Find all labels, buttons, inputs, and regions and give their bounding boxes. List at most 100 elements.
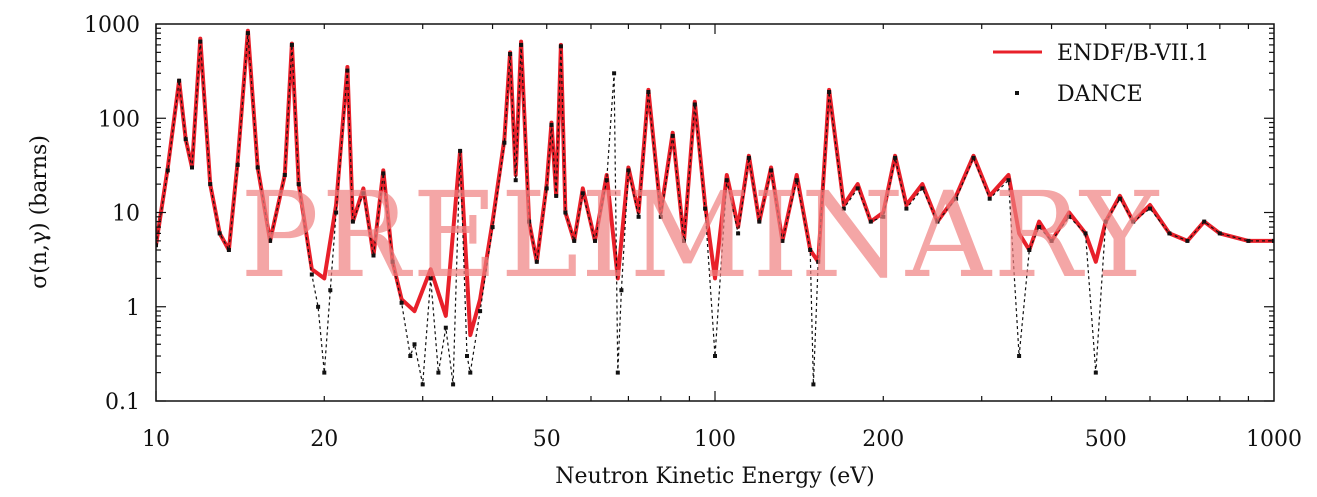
y-tick-label: 1 bbox=[126, 296, 140, 321]
dance-point bbox=[334, 210, 339, 215]
dance-point bbox=[412, 342, 417, 347]
x-tick-label: 10 bbox=[142, 427, 170, 452]
dance-point bbox=[198, 39, 203, 44]
dance-point bbox=[1117, 196, 1122, 201]
dance-point bbox=[811, 382, 816, 387]
dance-point bbox=[235, 162, 240, 167]
dance-point bbox=[390, 259, 395, 264]
dance-point bbox=[935, 219, 940, 224]
dance-point bbox=[736, 231, 741, 236]
dance-point bbox=[296, 182, 301, 187]
dance-point bbox=[780, 238, 785, 243]
dance-point bbox=[165, 168, 170, 173]
dance-point bbox=[920, 186, 925, 191]
dance-point bbox=[177, 78, 182, 83]
dance-point bbox=[478, 309, 483, 314]
dance-point bbox=[309, 272, 314, 277]
dance-point bbox=[615, 370, 620, 375]
dance-point bbox=[465, 354, 469, 358]
dance-point bbox=[534, 259, 539, 264]
dance-point bbox=[350, 219, 355, 224]
dance-point bbox=[1103, 219, 1108, 224]
dance-point bbox=[544, 186, 549, 191]
dance-point bbox=[519, 42, 524, 47]
dance-point bbox=[361, 191, 366, 196]
plot-area bbox=[156, 28, 1274, 387]
dance-point bbox=[490, 225, 495, 230]
dance-point bbox=[1049, 238, 1054, 243]
dance-point bbox=[692, 102, 697, 107]
dance-point bbox=[827, 90, 832, 94]
dance-point bbox=[769, 168, 774, 173]
dance-point bbox=[1148, 206, 1152, 211]
dance-point bbox=[619, 288, 624, 293]
dance-point bbox=[345, 68, 350, 73]
y-axis-label: σ(n,γ) (barns) bbox=[27, 135, 52, 289]
dance-point bbox=[322, 370, 327, 375]
dance-point bbox=[670, 133, 675, 138]
dance-point bbox=[316, 304, 321, 309]
dance-point bbox=[1006, 178, 1011, 183]
dance-point bbox=[408, 354, 413, 358]
dance-point bbox=[563, 210, 568, 215]
dance-point bbox=[893, 155, 898, 160]
legend-dance-label: DANCE bbox=[1057, 82, 1143, 107]
dance-point bbox=[399, 300, 404, 305]
dance-point bbox=[527, 219, 532, 224]
legend-dance-marker bbox=[1015, 91, 1019, 95]
dance-point bbox=[636, 214, 641, 219]
dance-point bbox=[428, 276, 433, 281]
y-tick-label: 1000 bbox=[84, 13, 140, 38]
dance-point bbox=[658, 214, 663, 219]
dance-point bbox=[558, 44, 563, 49]
dance-point bbox=[245, 31, 250, 36]
dance-point bbox=[190, 165, 194, 170]
dance-point bbox=[468, 370, 473, 375]
dance-point bbox=[757, 219, 762, 224]
dance-point bbox=[1131, 219, 1136, 224]
dance-point bbox=[289, 42, 294, 47]
dance-point bbox=[580, 191, 585, 196]
dance-point bbox=[971, 155, 976, 160]
dance-point bbox=[794, 178, 799, 183]
dance-point bbox=[572, 238, 577, 243]
dance-point bbox=[612, 71, 617, 76]
x-tick-labels: 10 20 50 100 200 500 1000 bbox=[142, 427, 1302, 452]
dance-point bbox=[816, 259, 821, 264]
dance-point bbox=[443, 325, 448, 330]
dance-point bbox=[1202, 219, 1207, 224]
dance-point bbox=[682, 238, 686, 243]
dance-point bbox=[987, 196, 992, 201]
dance-point bbox=[371, 253, 376, 258]
dance-point bbox=[1067, 214, 1072, 219]
dance-point bbox=[381, 171, 386, 176]
dance-point bbox=[746, 155, 751, 160]
dance-point bbox=[268, 238, 273, 243]
dance-point bbox=[604, 178, 609, 183]
dance-point bbox=[703, 206, 708, 211]
dance-point bbox=[208, 182, 213, 187]
dance-point bbox=[549, 122, 554, 127]
dance-point bbox=[420, 382, 425, 387]
dance-point bbox=[868, 219, 873, 224]
dance-point bbox=[593, 238, 597, 243]
dance-point bbox=[554, 193, 559, 198]
dance-point bbox=[226, 248, 231, 252]
dance-point bbox=[904, 206, 909, 211]
x-tick-label: 1000 bbox=[1246, 427, 1302, 452]
dance-point bbox=[1185, 238, 1190, 243]
dance-point bbox=[508, 52, 513, 56]
x-tick-label: 100 bbox=[694, 427, 736, 452]
y-tick-label: 10 bbox=[112, 202, 140, 227]
endf-series bbox=[156, 28, 1274, 338]
dance-point bbox=[1093, 370, 1098, 375]
dance-point bbox=[255, 165, 260, 170]
dance-point bbox=[724, 178, 729, 183]
endf-line bbox=[156, 28, 1274, 338]
dance-point bbox=[217, 231, 222, 236]
x-tick-label: 20 bbox=[310, 427, 338, 452]
dance-point bbox=[451, 382, 456, 387]
dance-point bbox=[646, 90, 651, 94]
y-tick-labels: 0.1 1 10 100 1000 bbox=[84, 13, 140, 415]
x-tick-label: 500 bbox=[1085, 427, 1127, 452]
